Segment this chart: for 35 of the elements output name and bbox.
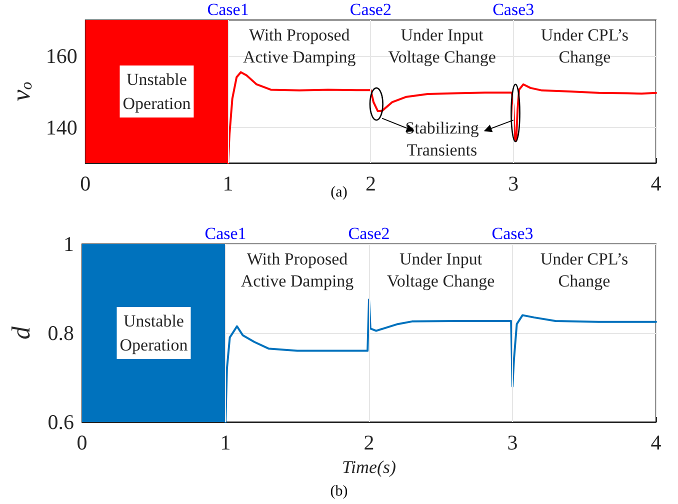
y-tick-label: 0.6 [48,410,74,434]
annotation: Under CPL’s Change [540,250,628,290]
text: (a) [330,184,348,200]
x-tick-label: 0 [76,430,88,454]
annotation: With Proposed Active Damping [240,250,354,290]
annotation: Under Input Voltage Change [388,26,496,66]
y-tick-label: 140 [46,115,78,140]
x-tick-label: 0 [80,172,91,196]
x-tick-label: 4 [650,430,662,454]
annotation: Under CPL’s Change [540,26,629,66]
ref-line-label: Case2 [350,0,392,19]
annotation: Under Input Voltage Change [386,250,495,290]
ref-line-label: Case1 [207,0,249,19]
band-label: Unstable Operation [122,70,192,113]
y-tick-label: 1 [64,232,74,256]
x-tick-label: 1 [222,172,234,196]
x-tick-label: 3 [508,172,519,196]
text: (b) [330,484,348,500]
y-axis-title: d [6,326,36,340]
ref-line-label: Case3 [492,0,534,19]
x-tick-label: 2 [365,172,376,196]
x-tick-label: 2 [364,430,374,454]
annotation: With Proposed Active Damping [242,26,356,66]
x-tick-label: 3 [507,430,518,454]
y-tick-label: 160 [46,44,78,68]
band-label: Unstable Operation [120,312,188,354]
x-tick-label: 4 [650,172,662,196]
annotation: Stabilizing Transients [405,118,480,160]
y-axis-title: vo [6,82,36,102]
ref-line-label: Case3 [492,224,534,243]
ref-line-label: Case1 [204,224,246,243]
x-axis-title: Time(s) [342,456,396,477]
ref-line-label: Case2 [348,224,390,243]
x-tick-label: 1 [220,430,231,454]
y-tick-label: 0.8 [48,321,74,345]
